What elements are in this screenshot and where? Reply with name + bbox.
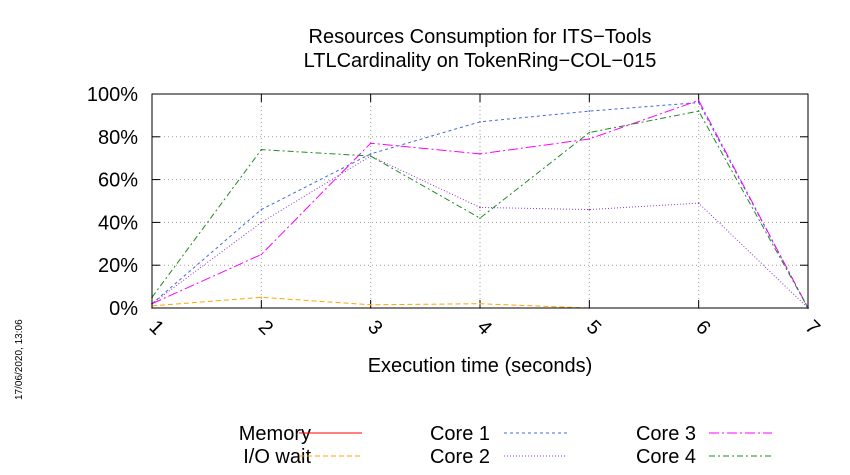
data-point-core-1 bbox=[369, 153, 372, 155]
data-point-core-2 bbox=[588, 208, 591, 211]
data-point-i-o-wait bbox=[479, 302, 481, 305]
data-point-core-2 bbox=[260, 221, 263, 224]
plot-frame bbox=[151, 93, 809, 309]
y-tick-label: 40% bbox=[98, 212, 138, 234]
y-tick-label: 80% bbox=[98, 127, 138, 149]
data-point-core-4 bbox=[697, 110, 700, 112]
y-tick-label: 20% bbox=[98, 255, 138, 277]
data-point-core-1 bbox=[479, 121, 481, 123]
x-axis-label: Execution time (seconds) bbox=[368, 355, 593, 377]
legend-label-core-4: Core 4 bbox=[636, 446, 696, 468]
chart-title-line-2: LTLCardinality on TokenRing−COL−015 bbox=[304, 50, 657, 72]
x-tick-label: 2 bbox=[254, 316, 277, 339]
y-tick-label: 0% bbox=[109, 298, 138, 320]
y-tick-label: 100% bbox=[87, 84, 138, 106]
series-line-core-1 bbox=[151, 102, 809, 309]
legend-label-core-1: Core 1 bbox=[430, 423, 490, 445]
timestamp: 17/06/2020, 13:06 bbox=[14, 319, 25, 400]
data-point-core-2 bbox=[697, 202, 700, 204]
data-point-core-4 bbox=[260, 148, 263, 151]
series-line-core-3 bbox=[151, 99, 809, 309]
x-tick-label: 5 bbox=[582, 316, 605, 339]
legend-label-core-2: Core 2 bbox=[430, 446, 490, 468]
x-tick-label: 3 bbox=[363, 316, 386, 339]
data-point-core-4 bbox=[369, 155, 372, 157]
data-point-core-1 bbox=[588, 110, 591, 112]
data-point-core-1 bbox=[260, 208, 263, 211]
x-tick-label: 7 bbox=[801, 316, 824, 339]
x-tick-label: 6 bbox=[691, 316, 714, 339]
legend-label-core-3: Core 3 bbox=[636, 423, 696, 445]
x-tick-label: 4 bbox=[473, 316, 496, 339]
legend-label-i-o-wait: I/O wait bbox=[243, 446, 311, 468]
data-point-core-3 bbox=[588, 138, 591, 140]
legend-label-memory: Memory bbox=[239, 423, 311, 445]
x-tick-label: 1 bbox=[145, 316, 168, 339]
axis-ticks: 0% 20% 40% 60% 80% 100% 1 2 3 4 5 6 7 bbox=[87, 84, 824, 339]
data-point-core-4 bbox=[588, 131, 591, 134]
data-point-core-4 bbox=[479, 217, 481, 219]
data-point-core-3 bbox=[697, 99, 700, 102]
y-tick-label: 60% bbox=[98, 170, 138, 192]
data-point-core-3 bbox=[369, 142, 372, 145]
data-point-core-2 bbox=[479, 206, 481, 209]
data-point-i-o-wait bbox=[369, 303, 372, 306]
data-point-core-3 bbox=[260, 253, 263, 256]
data-point-i-o-wait bbox=[260, 296, 263, 299]
chart-title-line-1: Resources Consumption for ITS−Tools bbox=[309, 26, 652, 48]
grid bbox=[152, 94, 808, 308]
data-point-core-3 bbox=[479, 153, 481, 155]
